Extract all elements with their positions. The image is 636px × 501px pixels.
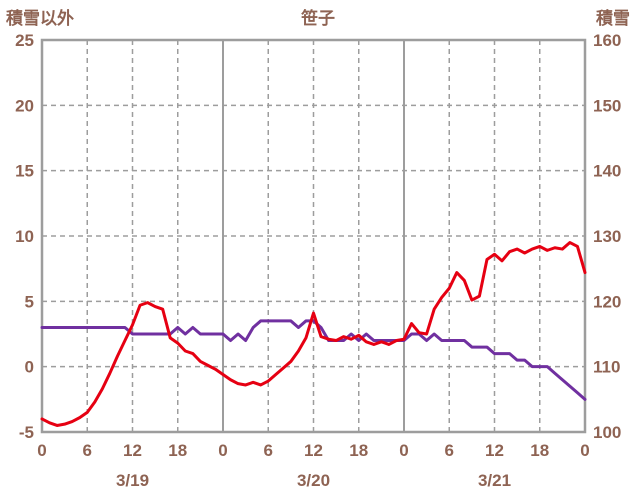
left-axis-title: 積雪以外 (6, 9, 74, 28)
x-tick-label: 18 (349, 441, 368, 460)
date-label: 3/20 (297, 471, 330, 490)
x-tick-label: 0 (37, 441, 46, 460)
x-tick-label: 6 (83, 441, 92, 460)
x-tick-label: 6 (445, 441, 454, 460)
right-tick-label: 160 (593, 31, 621, 50)
plot-frame (40, 38, 587, 434)
left-tick-label: -5 (19, 423, 34, 442)
x-tick-label: 18 (168, 441, 187, 460)
x-tick-label: 0 (580, 441, 589, 460)
x-tick-label: 0 (399, 441, 408, 460)
right-axis-series-line (40, 319, 587, 401)
left-tick-label: 10 (15, 227, 34, 246)
right-tick-label: 110 (593, 358, 620, 377)
x-tick-label: 12 (304, 441, 323, 460)
right-tick-label: 100 (593, 423, 621, 442)
date-label: 3/21 (478, 471, 511, 490)
left-tick-label: 5 (25, 292, 34, 311)
chart-title: 笹子 (301, 9, 335, 28)
left-tick-label: 25 (15, 31, 34, 50)
x-tick-label: 12 (123, 441, 142, 460)
x-tick-label: 6 (264, 441, 273, 460)
right-axis-title: 積雪 (596, 9, 630, 28)
left-axis-series-line (40, 241, 587, 427)
x-tick-label: 18 (530, 441, 549, 460)
left-tick-label: 0 (25, 358, 34, 377)
date-label: 3/19 (116, 471, 149, 490)
x-tick-label: 12 (485, 441, 504, 460)
left-tick-label: 20 (15, 96, 34, 115)
right-tick-label: 130 (593, 227, 621, 246)
x-tick-label: 0 (218, 441, 227, 460)
right-tick-label: 120 (593, 292, 621, 311)
left-tick-label: 15 (15, 162, 34, 181)
right-tick-label: 150 (593, 96, 621, 115)
right-tick-label: 140 (593, 162, 621, 181)
